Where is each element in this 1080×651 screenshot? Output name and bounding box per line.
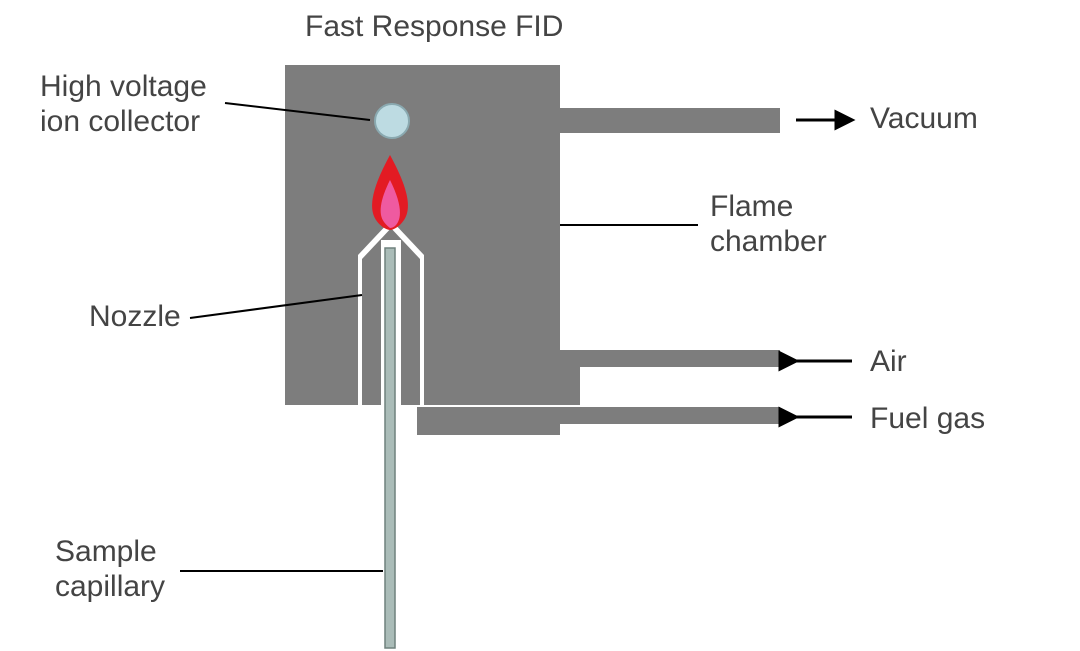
label-ion-collector: High voltage ion collector (40, 70, 207, 139)
sample-capillary (385, 248, 395, 648)
air-pipe (560, 350, 780, 367)
diagram-canvas: Fast Response FID High voltage ion colle… (0, 0, 1080, 651)
fuel-pipe (400, 407, 780, 424)
nozzle-slit-left (358, 255, 362, 405)
vacuum-pipe (560, 108, 780, 133)
bottom-left-clear (285, 405, 400, 435)
label-vacuum: Vacuum (870, 102, 978, 137)
nozzle-tip-gap (381, 240, 401, 246)
bottom-right-clear (417, 405, 560, 407)
label-air: Air (870, 345, 907, 380)
ion-collector (375, 104, 409, 138)
label-flame-chamber: Flame chamber (710, 190, 827, 259)
label-fuel-gas: Fuel gas (870, 402, 985, 437)
label-nozzle: Nozzle (89, 300, 181, 335)
diagram-title: Fast Response FID (305, 10, 563, 45)
nozzle-slit-right (420, 255, 424, 405)
label-sample-capillary: Sample capillary (55, 535, 165, 604)
fuel-gap (398, 405, 417, 435)
